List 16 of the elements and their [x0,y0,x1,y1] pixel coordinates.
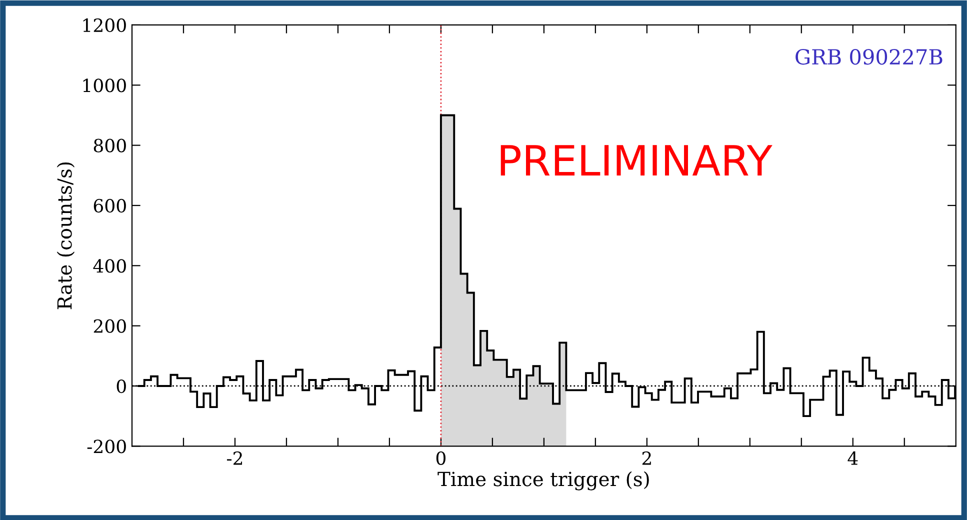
y-tick-label: 200 [94,319,126,333]
y-tick-label: 0 [116,379,126,394]
x-tick-label: 4 [848,451,858,465]
annotation: PRELIMINARY [500,145,772,176]
x-axis-title: Time since trigger (s) [438,471,649,490]
text: GRB 090227B [796,48,942,65]
y-tick-label: 600 [94,198,126,213]
y-tick-label: 1000 [83,78,126,92]
x-tick-label: 0 [436,451,446,465]
y-axis-title: Rate (counts/s) [56,162,75,310]
x-tick-label: -2 [226,451,242,465]
y-tick-label: 1200 [83,18,126,32]
y-tick-label: 800 [94,138,126,152]
y-tick-label: -200 [87,440,126,454]
x-tick-label: 2 [642,451,651,465]
y-tick-label: 400 [93,259,126,273]
